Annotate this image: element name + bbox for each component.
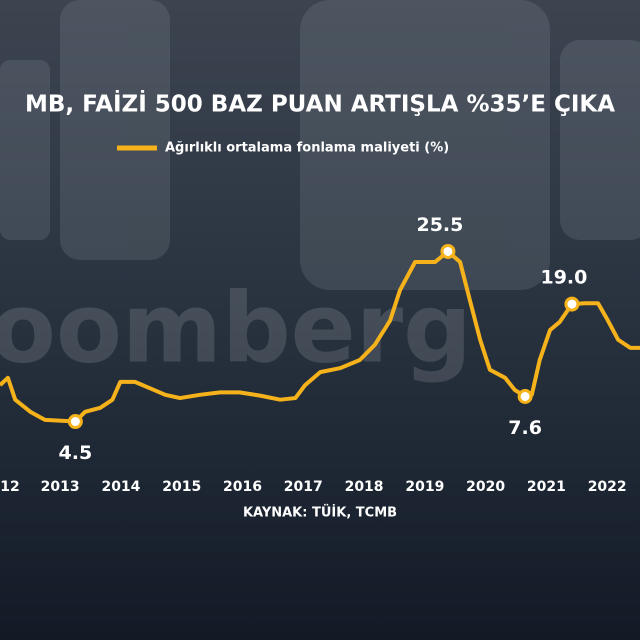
chart-title: MB, FAİZİ 500 BAZ PUAN ARTIŞLA %35’E ÇIK… <box>25 90 615 118</box>
source: KAYNAK: TÜİK, TCMB <box>243 505 397 521</box>
data-label: 19.0 <box>540 267 587 289</box>
x-tick-label: 12 <box>0 479 19 495</box>
point-marker <box>440 243 456 259</box>
point-marker <box>564 296 580 312</box>
x-tick-label: 2017 <box>284 479 323 495</box>
watermark: oomberg <box>0 272 472 384</box>
x-tick-label: 2018 <box>345 479 384 495</box>
x-tick-label: 2015 <box>162 479 201 495</box>
x-tick-label: 2016 <box>223 479 262 495</box>
legend-label: Ağırlıklı ortalama fonlama maliyeti (%) <box>165 141 449 156</box>
x-tick-label: 2013 <box>41 479 80 495</box>
x-tick-label: 2022 <box>588 479 627 495</box>
data-label: 4.5 <box>59 442 93 464</box>
x-tick-label: 2021 <box>527 479 566 495</box>
x-tick-label: 2014 <box>101 479 140 495</box>
data-label: 7.6 <box>508 417 542 439</box>
point-marker <box>67 414 83 430</box>
x-tick-label: 2019 <box>405 479 444 495</box>
point-marker <box>517 388 533 404</box>
data-label: 25.5 <box>416 214 463 236</box>
coin-stacks <box>0 0 640 290</box>
data-line <box>0 249 640 424</box>
x-tick-label: 2020 <box>466 479 505 495</box>
